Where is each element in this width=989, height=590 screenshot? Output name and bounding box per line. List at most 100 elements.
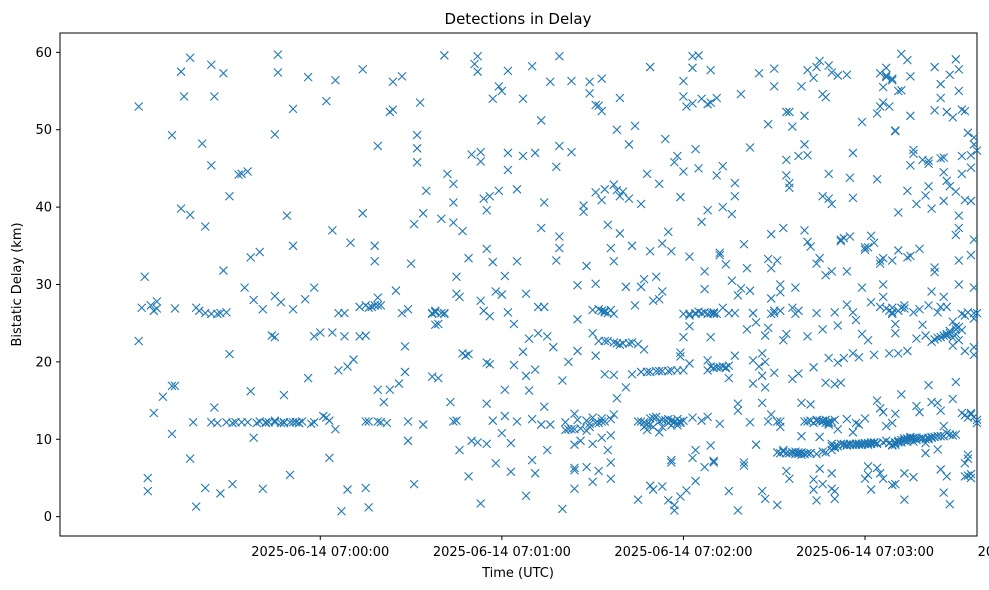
data-point [603, 336, 613, 346]
data-point [781, 466, 791, 476]
data-point [784, 107, 794, 117]
data-point [143, 473, 153, 483]
data-point [784, 183, 794, 193]
data-point [924, 181, 933, 191]
data-point [561, 417, 570, 427]
data-point [899, 301, 909, 310]
data-point [152, 304, 162, 313]
data-point [745, 143, 755, 152]
data-point [606, 243, 616, 253]
data-point [754, 68, 764, 78]
data-point [270, 332, 280, 342]
data-point [527, 61, 537, 71]
data-point [361, 417, 371, 426]
data-point [884, 102, 894, 111]
data-point [179, 92, 189, 101]
data-point [370, 256, 380, 266]
y-tick-label: 60 [35, 46, 52, 61]
data-point [718, 161, 728, 171]
data-point [491, 287, 501, 296]
data-point [512, 256, 522, 266]
data-point [803, 150, 812, 160]
data-point [473, 51, 483, 61]
data-point [418, 420, 428, 429]
data-point [842, 266, 852, 276]
data-point [887, 256, 897, 265]
data-point [887, 74, 897, 84]
data-point [893, 208, 903, 217]
data-point [403, 304, 413, 314]
data-point [512, 184, 522, 194]
data-point [624, 194, 634, 203]
data-point [812, 308, 821, 318]
data-point [912, 334, 921, 344]
data-point [554, 51, 564, 61]
y-tick-label: 30 [35, 278, 52, 293]
data-point [803, 65, 812, 75]
data-point [624, 338, 634, 348]
data-point [924, 301, 933, 310]
data-point [818, 479, 828, 489]
data-point [554, 141, 564, 151]
data-point [570, 463, 579, 473]
data-point [736, 283, 746, 293]
data-point [951, 377, 961, 387]
data-point [800, 111, 809, 121]
data-point [936, 406, 946, 416]
data-point [648, 485, 658, 494]
data-point [436, 308, 446, 318]
data-point [609, 338, 619, 347]
data-point [554, 243, 564, 253]
data-point [954, 86, 964, 96]
data-point [582, 426, 591, 436]
data-point [303, 72, 313, 82]
data-point [418, 208, 428, 218]
data-point [772, 500, 782, 510]
data-point [200, 483, 210, 493]
data-point [688, 413, 697, 422]
data-point [645, 481, 655, 491]
data-point [488, 416, 498, 426]
data-point [200, 222, 210, 231]
data-point [488, 94, 498, 104]
data-point [246, 253, 256, 262]
data-point [890, 479, 900, 489]
data-point [612, 185, 622, 195]
data-point [899, 495, 909, 505]
data-point [878, 407, 888, 417]
data-point [809, 485, 818, 494]
data-point [482, 439, 492, 449]
data-point [760, 494, 770, 504]
data-point [772, 256, 782, 265]
data-point [373, 293, 383, 303]
data-point [679, 76, 688, 86]
data-point [691, 476, 700, 486]
data-point [503, 165, 513, 175]
data-point [542, 331, 552, 341]
data-point [442, 169, 452, 179]
data-point [933, 444, 943, 454]
data-point [521, 289, 531, 299]
data-point [449, 198, 458, 207]
data-point [881, 421, 891, 431]
data-point [636, 282, 646, 292]
data-point [373, 141, 383, 151]
data-point [536, 420, 546, 429]
data-point [963, 454, 973, 464]
data-point [772, 417, 782, 426]
data-point [439, 51, 449, 60]
data-point [588, 439, 598, 449]
data-point [597, 195, 607, 205]
data-point [309, 417, 319, 427]
data-point [621, 282, 631, 292]
data-point [824, 417, 834, 426]
data-point [603, 220, 613, 230]
data-point [875, 468, 885, 478]
data-point [412, 157, 422, 167]
data-point [243, 417, 253, 427]
data-point [703, 355, 713, 365]
data-point [455, 292, 464, 302]
data-point [134, 102, 144, 111]
data-point [960, 472, 970, 481]
data-point [676, 348, 685, 357]
